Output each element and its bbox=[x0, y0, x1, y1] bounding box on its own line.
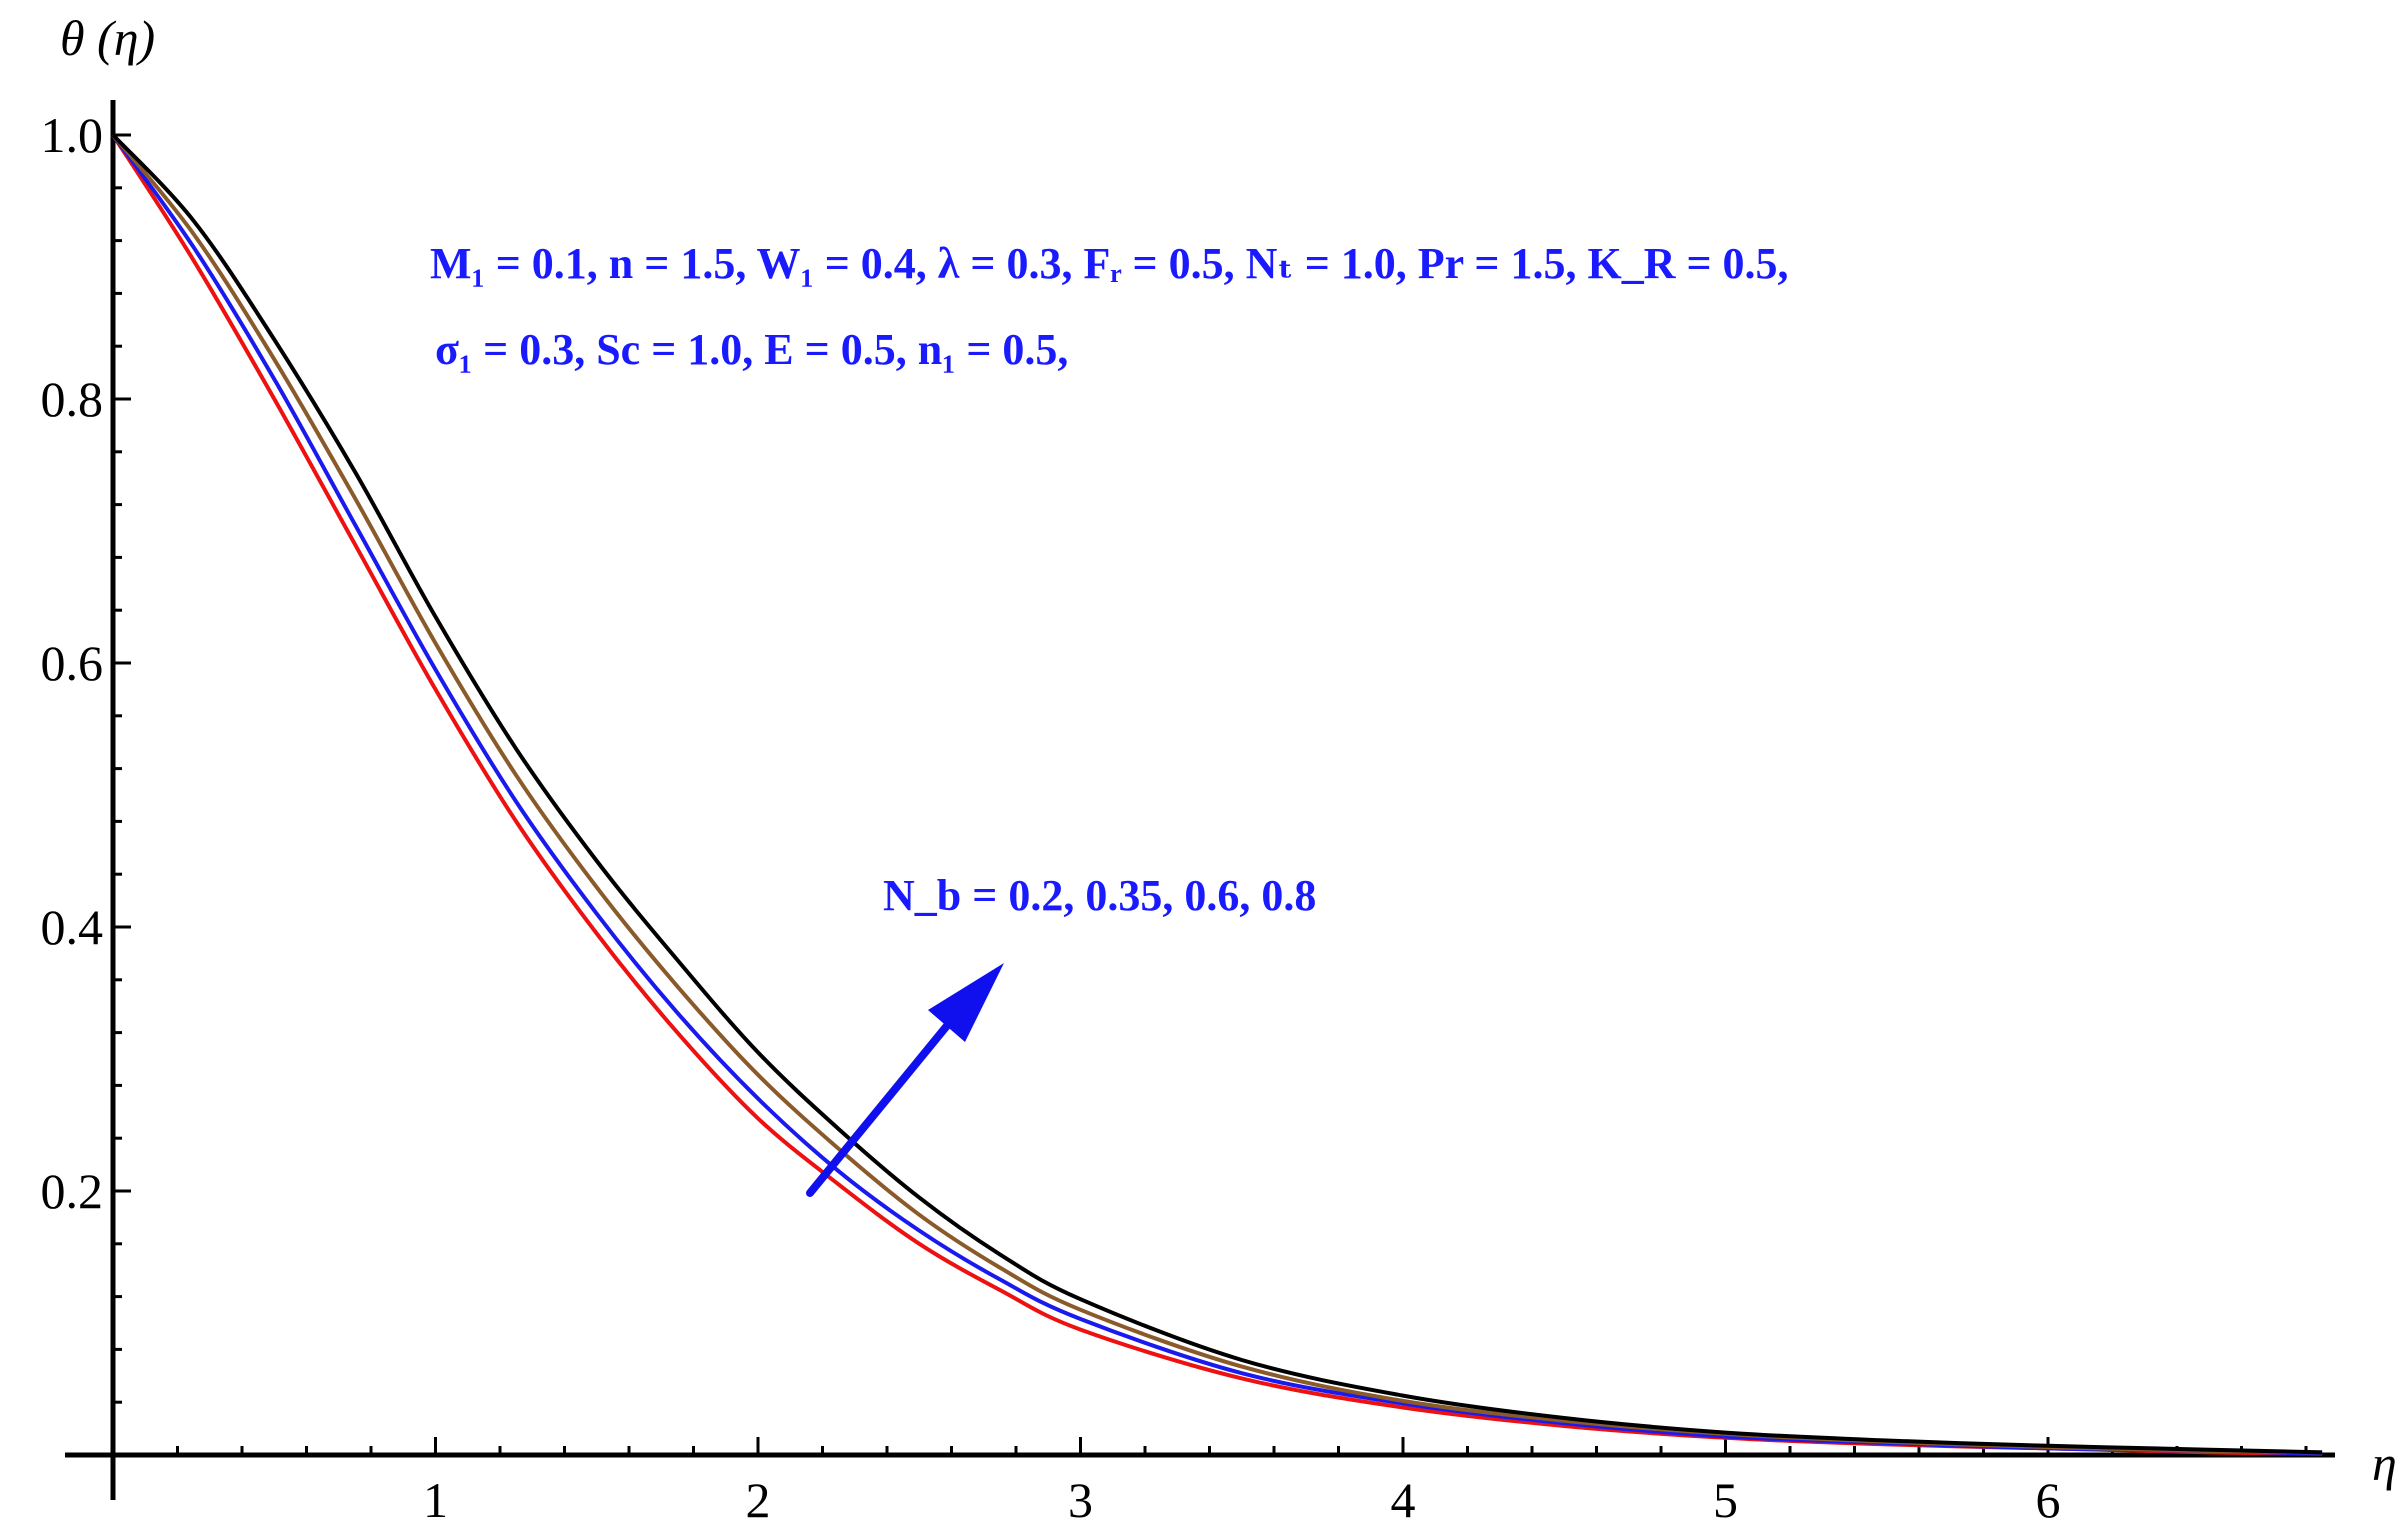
y-tick-label: 0.4 bbox=[41, 899, 104, 955]
arrow-icon bbox=[806, 963, 1004, 1197]
parameter-text-line-1: M₁ = 0.1, n = 1.5, W₁ = 0.4, λ = 0.3, Fᵣ… bbox=[430, 239, 1789, 288]
x-tick-label: 3 bbox=[1068, 1472, 1093, 1528]
x-axis-label: η bbox=[2372, 1435, 2397, 1491]
series-line-4 bbox=[111, 133, 2323, 1455]
series-layer bbox=[111, 133, 2323, 1456]
x-tick-label: 2 bbox=[746, 1472, 771, 1528]
x-tick-label: 6 bbox=[2036, 1472, 2061, 1528]
x-tick-label: 5 bbox=[1713, 1472, 1738, 1528]
axis-ticks: 1 2 3 4 5 6 0.2 0.4 0.6 0.8 1.0 bbox=[41, 107, 2308, 1528]
parameter-text-line-2: σ₁ = 0.3, Sc = 1.0, E = 0.5, n₁ = 0.5, bbox=[435, 325, 1068, 374]
y-tick-label: 1.0 bbox=[41, 107, 104, 163]
x-tick-label: 4 bbox=[1391, 1472, 1416, 1528]
nb-annotation: N_b = 0.2, 0.35, 0.6, 0.8 bbox=[883, 871, 1316, 920]
y-tick-label: 0.2 bbox=[41, 1163, 104, 1219]
y-tick-label: 0.6 bbox=[41, 635, 104, 691]
x-tick-label: 1 bbox=[423, 1472, 448, 1528]
y-tick-label: 0.8 bbox=[41, 371, 104, 427]
y-axis-label: θ (η) bbox=[60, 10, 155, 66]
